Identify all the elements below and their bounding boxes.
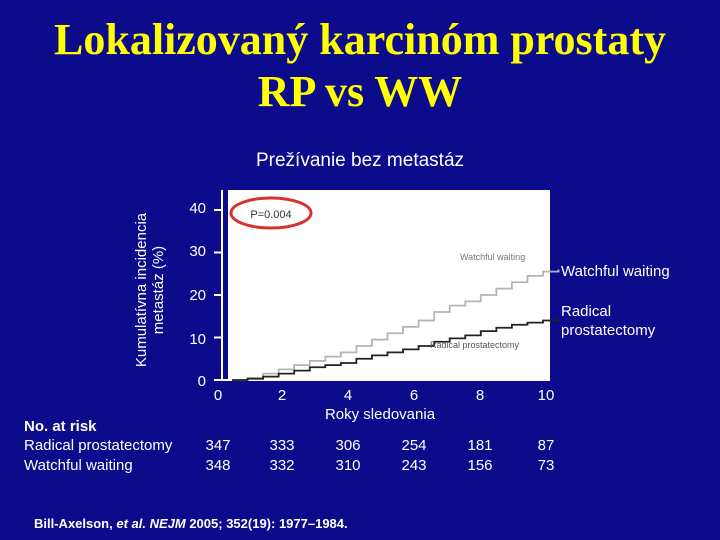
risk-cell: 243 [401,457,427,474]
y-tick-label: 0 [197,373,206,390]
x-tick-label: 2 [277,387,287,404]
legend-radical: Radical prostatectomy [561,302,655,340]
x-axis-label: Roky sledovania [324,406,436,423]
risk-cell: 306 [335,437,361,454]
series-line-watchful-waiting [232,269,560,381]
risk-cell: 348 [205,457,231,474]
x-tick-label: 10 [537,387,555,404]
legend-radical-line-1: Radical [561,303,612,320]
y-tick-label: 30 [189,243,206,260]
inset-label-radical: Radical prostatectomy [430,340,520,350]
legend-radical-line-2: prostatectomy [561,322,656,339]
risk-row-label-radical: Radical prostatectomy [24,437,173,454]
title-line-1: Lokalizovaný karcinóm prostaty [54,15,666,64]
slide-title: Lokalizovaný karcinóm prostaty RP vs WW [0,14,720,118]
risk-row-label-watchful: Watchful waiting [24,457,133,474]
citation-authors: Bill-Axelson, [34,516,117,531]
plot-area [228,190,550,380]
inset-label-watchful: Watchful waiting [460,252,525,262]
risk-cell: 347 [205,437,231,454]
citation-details: 2005; 352(19): 1977–1984. [185,516,348,531]
x-tick-label: 8 [475,387,485,404]
y-tick-label: 10 [189,331,206,348]
legend-watchful: Watchful waiting [561,263,670,280]
citation: Bill-Axelson, et al. NEJM 2005; 352(19):… [34,516,348,531]
p-value-annotation: P=0.004 [250,209,291,221]
risk-cell: 310 [335,457,361,474]
title-line-2: RP vs WW [257,67,463,116]
risk-cell: 181 [467,437,493,454]
risk-cell: 332 [269,457,295,474]
risk-table-header: No. at risk [24,418,97,435]
risk-cell: 333 [269,437,295,454]
risk-cell: 87 [537,437,555,454]
x-tick-label: 4 [343,387,353,404]
y-tick-label: 40 [189,200,206,217]
x-tick-label: 0 [213,387,223,404]
chart-title: Prežívanie bez metastáz [255,150,465,171]
risk-cell: 254 [401,437,427,454]
y-tick-label: 20 [189,287,206,304]
x-tick-label: 6 [409,387,419,404]
risk-cell: 156 [467,457,493,474]
series-line-radical-prostatectomy [232,318,560,381]
citation-journal: et al. NEJM [116,516,186,531]
p-value-ring [229,196,313,230]
risk-cell: 73 [537,457,555,474]
